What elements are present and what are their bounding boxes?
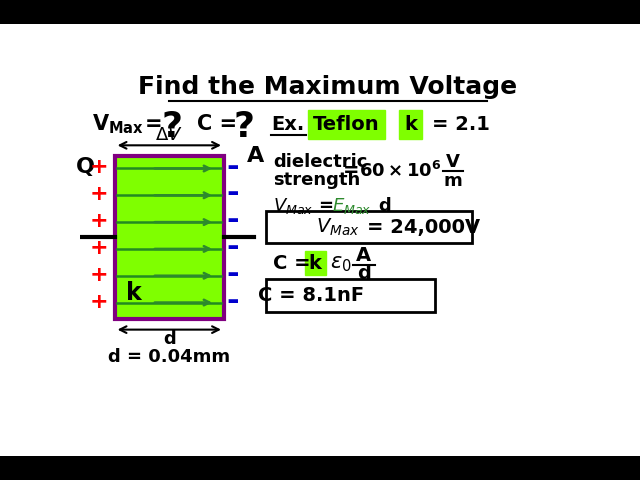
Text: $V_{Max}$: $V_{Max}$: [273, 196, 314, 216]
Text: +: +: [90, 184, 108, 204]
Text: k: k: [308, 254, 321, 273]
Text: =: =: [318, 197, 333, 216]
Text: Find the Maximum Voltage: Find the Maximum Voltage: [138, 75, 518, 99]
Text: +: +: [90, 264, 108, 285]
Text: C = 8.1nF: C = 8.1nF: [257, 286, 364, 305]
Text: V: V: [446, 153, 460, 171]
Text: $E_{Max}$: $E_{Max}$: [332, 196, 371, 216]
Text: -: -: [227, 180, 239, 208]
Text: $\varepsilon_0$: $\varepsilon_0$: [330, 253, 352, 274]
Text: = 24,000V: = 24,000V: [367, 218, 480, 237]
Text: A: A: [356, 246, 371, 265]
Text: -: -: [227, 206, 239, 235]
Text: k: k: [125, 281, 141, 305]
Text: =: =: [145, 114, 162, 134]
Text: d: d: [356, 264, 371, 283]
Text: +: +: [90, 157, 108, 177]
Text: C =: C =: [196, 114, 237, 134]
Text: d: d: [379, 197, 391, 216]
Text: m: m: [444, 172, 462, 190]
Text: dielectric: dielectric: [273, 153, 368, 171]
Text: Q: Q: [76, 157, 95, 177]
Text: -: -: [227, 287, 239, 316]
Text: A: A: [246, 146, 264, 166]
FancyBboxPatch shape: [266, 211, 472, 243]
FancyBboxPatch shape: [305, 251, 326, 276]
FancyBboxPatch shape: [266, 279, 435, 312]
Text: +: +: [90, 211, 108, 231]
Text: strength: strength: [273, 171, 361, 189]
Text: = 2.1: = 2.1: [432, 115, 490, 133]
Text: $V_{Max}$: $V_{Max}$: [316, 216, 359, 238]
Text: +: +: [90, 238, 108, 258]
Text: $\mathbf{V_{Max}}$: $\mathbf{V_{Max}}$: [92, 112, 145, 136]
Text: C =: C =: [273, 254, 311, 273]
Text: +: +: [90, 291, 108, 312]
Text: =: =: [343, 161, 360, 180]
Text: ?: ?: [234, 109, 255, 144]
Text: d = 0.04mm: d = 0.04mm: [108, 348, 230, 366]
Text: -: -: [227, 153, 239, 181]
Bar: [115, 156, 224, 319]
Text: Ex.: Ex.: [271, 115, 304, 133]
Text: k: k: [404, 115, 417, 133]
Text: ?: ?: [162, 109, 183, 144]
Text: -: -: [227, 260, 239, 289]
FancyBboxPatch shape: [399, 110, 422, 139]
Text: $\Delta V$: $\Delta V$: [156, 126, 183, 144]
FancyBboxPatch shape: [308, 110, 385, 139]
Text: -: -: [227, 233, 239, 262]
Text: d: d: [163, 331, 175, 348]
Text: $\mathbf{60 \times 10^6}$: $\mathbf{60 \times 10^6}$: [359, 161, 441, 181]
Text: Teflon: Teflon: [313, 115, 380, 133]
